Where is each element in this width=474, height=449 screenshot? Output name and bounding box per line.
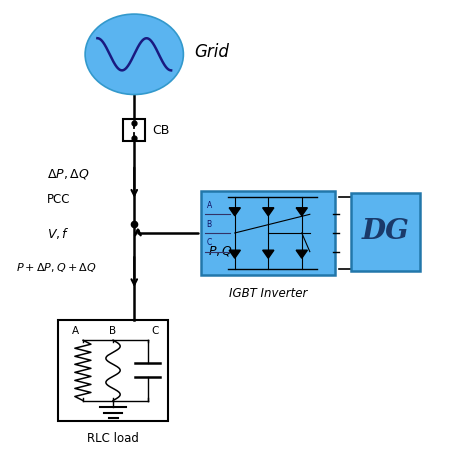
Text: $P+\Delta P,Q+\Delta Q$: $P+\Delta P,Q+\Delta Q$ (16, 261, 97, 274)
Text: DG: DG (362, 218, 410, 245)
Polygon shape (229, 250, 240, 258)
Text: CB: CB (152, 124, 170, 137)
Text: B: B (109, 326, 117, 336)
Bar (58, 320, 168, 421)
Text: $P,Q$: $P,Q$ (208, 244, 233, 258)
Text: B: B (207, 220, 212, 229)
Ellipse shape (85, 14, 183, 94)
Text: $V,f$: $V,f$ (47, 226, 70, 241)
Text: Grid: Grid (194, 43, 229, 61)
Text: RLC load: RLC load (87, 432, 139, 445)
Bar (123, 119, 146, 141)
Text: C: C (152, 326, 159, 336)
Text: A: A (207, 201, 212, 210)
Polygon shape (263, 208, 274, 216)
Text: C: C (207, 238, 212, 247)
Polygon shape (296, 250, 308, 258)
Text: $\Delta P,\Delta Q$: $\Delta P,\Delta Q$ (47, 167, 90, 181)
Polygon shape (229, 208, 240, 216)
Text: IGBT Inverter: IGBT Inverter (229, 286, 308, 299)
Bar (201, 190, 335, 275)
Polygon shape (263, 250, 274, 258)
Text: A: A (72, 326, 79, 336)
Bar (351, 193, 420, 271)
Text: PCC: PCC (47, 193, 71, 206)
Polygon shape (296, 208, 308, 216)
